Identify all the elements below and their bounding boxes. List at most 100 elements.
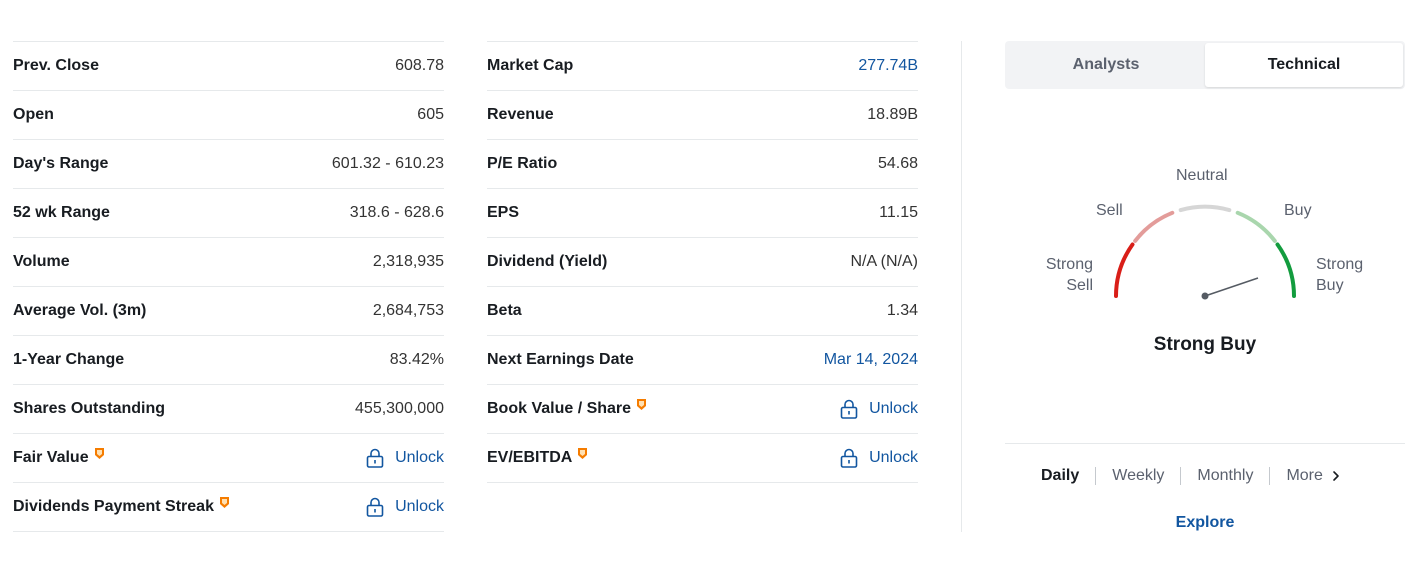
stat-row-average-volume: Average Vol. (3m) 2,684,753 [13, 286, 444, 335]
lock-icon [366, 497, 384, 517]
earnings-date-link[interactable]: Mar 14, 2024 [823, 351, 918, 368]
technical-summary: Strong Buy [1153, 334, 1257, 355]
period-separator [1269, 467, 1271, 485]
stat-row-dividends-payment-streak: Dividends Payment Streak Unlock [13, 482, 444, 532]
pro-badge-icon [219, 496, 229, 508]
market-cap-link[interactable]: 277.74B [858, 57, 918, 74]
stat-row-1-year-change: 1-Year Change 83.42% [13, 335, 444, 384]
stat-value: 11.15 [879, 204, 918, 221]
stat-row-pe-ratio: P/E Ratio 54.68 [487, 139, 918, 188]
period-separator [1095, 467, 1097, 485]
stat-row-open: Open 605 [13, 90, 444, 139]
gauge-needle [1204, 277, 1259, 297]
pro-badge-icon [637, 398, 647, 410]
lock-icon [366, 448, 384, 468]
unlock-link[interactable]: Unlock [366, 448, 444, 468]
stat-value: 83.42% [389, 351, 444, 368]
unlock-link[interactable]: Unlock [366, 497, 444, 517]
stat-value: 2,684,753 [372, 302, 444, 319]
stat-row-beta: Beta 1.34 [487, 286, 918, 335]
stat-value: 318.6 - 628.6 [349, 204, 444, 221]
stat-row-market-cap: Market Cap 277.74B [487, 41, 918, 90]
gauge-label-line: Sell [1066, 277, 1093, 294]
stat-value: 455,300,000 [355, 400, 444, 417]
stat-value: 605 [417, 106, 444, 123]
stat-value: 608.78 [395, 57, 444, 74]
gauge-arc-buy [1235, 210, 1277, 243]
horizontal-divider [1005, 443, 1405, 444]
unlock-label: Unlock [395, 498, 444, 515]
stat-value: 1.34 [886, 302, 918, 319]
period-daily[interactable]: Daily [1041, 467, 1080, 484]
period-separator [1180, 467, 1182, 485]
tab-analysts[interactable]: Analysts [1072, 56, 1140, 73]
stat-label-text: Fair Value [13, 449, 89, 466]
stat-label: Market Cap [487, 57, 574, 74]
stat-row-eps: EPS 11.15 [487, 188, 918, 237]
unlock-label: Unlock [869, 449, 918, 466]
stat-value: 54.68 [877, 155, 918, 172]
explore-link[interactable]: Explore [1175, 514, 1235, 531]
stat-row-52wk-range: 52 wk Range 318.6 - 628.6 [13, 188, 444, 237]
gauge-arc-strong-buy [1275, 242, 1296, 298]
stat-label-text: EV/EBITDA [487, 449, 573, 466]
pro-badge-icon [578, 447, 588, 459]
stat-label: Beta [487, 302, 522, 319]
stat-label-with-badge: Dividends Payment Streak [13, 496, 229, 516]
unlock-link[interactable]: Unlock [840, 448, 918, 468]
gauge-label-sell: Sell [1096, 202, 1123, 219]
gauge-dial [1114, 204, 1296, 300]
period-monthly[interactable]: Monthly [1197, 467, 1254, 484]
lock-icon [840, 448, 858, 468]
stat-value: 18.89B [867, 106, 918, 123]
stat-row-fair-value: Fair Value Unlock [13, 433, 444, 482]
stat-label-with-badge: Book Value / Share [487, 398, 647, 418]
unlock-label: Unlock [395, 449, 444, 466]
stat-row-dividend-yield: Dividend (Yield) N/A (N/A) [487, 237, 918, 286]
stat-label: Dividend (Yield) [487, 253, 608, 270]
sentiment-tabs: Analysts Technical [1005, 41, 1405, 89]
vertical-divider [961, 41, 962, 532]
stat-label: Volume [13, 253, 70, 270]
unlock-link[interactable]: Unlock [840, 399, 918, 419]
gauge-label-line: Strong [1045, 256, 1093, 273]
stat-label-text: Dividends Payment Streak [13, 498, 214, 515]
stat-label: Open [13, 106, 54, 123]
stat-row-days-range: Day's Range 601.32 - 610.23 [13, 139, 444, 188]
gauge-arc-strong-sell [1114, 242, 1135, 298]
stat-label: Next Earnings Date [487, 351, 634, 368]
stat-row-revenue: Revenue 18.89B [487, 90, 918, 139]
stat-label: Day's Range [13, 155, 109, 172]
stat-label: P/E Ratio [487, 155, 558, 172]
period-weekly[interactable]: Weekly [1112, 467, 1165, 484]
stat-row-volume: Volume 2,318,935 [13, 237, 444, 286]
stat-row-book-value-share: Book Value / Share Unlock [487, 384, 918, 433]
stat-label: Average Vol. (3m) [13, 302, 147, 319]
gauge-label-strong-buy: Strong Buy [1316, 254, 1363, 296]
stat-value: 2,318,935 [372, 253, 444, 270]
stat-label: Revenue [487, 106, 554, 123]
stat-row-shares-outstanding: Shares Outstanding 455,300,000 [13, 384, 444, 433]
period-more-label: More [1286, 467, 1323, 484]
key-stats-right: Market Cap 277.74B Revenue 18.89B P/E Ra… [487, 41, 918, 483]
gauge-label-strong-sell: Strong Sell [1025, 254, 1093, 296]
pro-badge-icon [94, 447, 104, 459]
stat-label: Prev. Close [13, 57, 99, 74]
stat-row-prev-close: Prev. Close 608.78 [13, 41, 444, 90]
stat-row-ev-ebitda: EV/EBITDA Unlock [487, 433, 918, 483]
gauge-label-line: Buy [1316, 277, 1344, 294]
stat-label: 52 wk Range [13, 204, 110, 221]
gauge-label-neutral: Neutral [1176, 167, 1228, 184]
stat-row-next-earnings-date: Next Earnings Date Mar 14, 2024 [487, 335, 918, 384]
stat-value: N/A (N/A) [850, 253, 918, 270]
tab-technical[interactable]: Technical [1205, 43, 1403, 87]
key-stats-left: Prev. Close 608.78 Open 605 Day's Range … [13, 41, 444, 532]
stat-label: Shares Outstanding [13, 400, 166, 417]
timeframe-selector: Daily Weekly Monthly More [1041, 464, 1340, 488]
gauge-label-buy: Buy [1284, 202, 1312, 219]
stat-label-with-badge: Fair Value [13, 447, 104, 467]
gauge-pivot [1201, 292, 1209, 300]
unlock-label: Unlock [869, 400, 918, 417]
stat-label-text: Book Value / Share [487, 400, 632, 417]
period-more-button[interactable]: More [1286, 467, 1339, 485]
